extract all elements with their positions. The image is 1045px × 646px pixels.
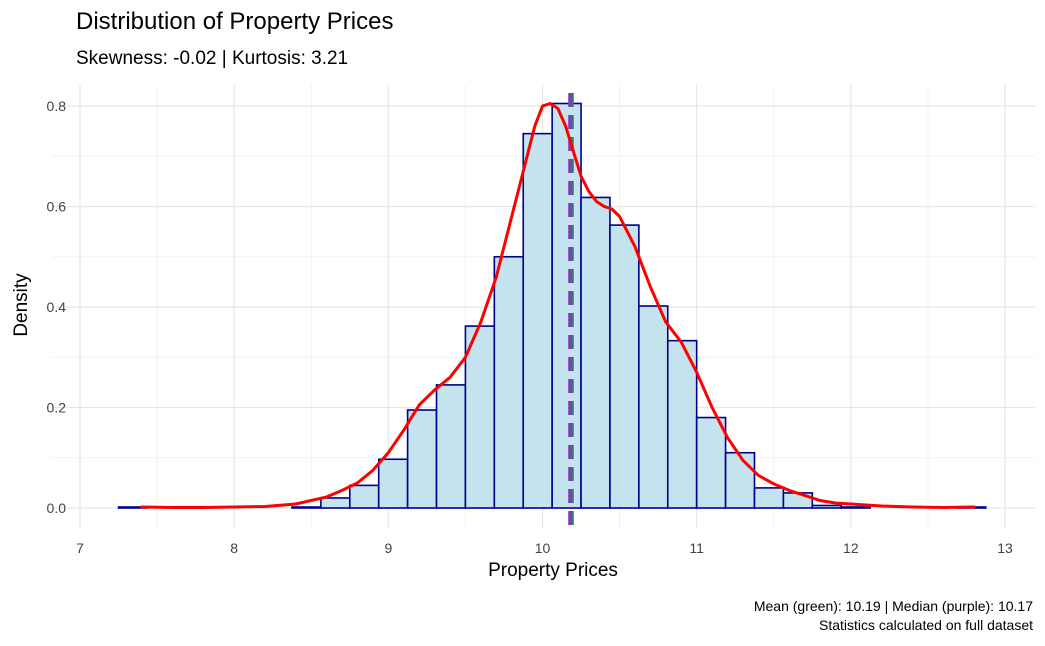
histogram-bar [493,255,525,509]
density-curve-layer [140,102,976,509]
histogram-bar [551,102,582,509]
histogram-bar [811,504,843,509]
chart-title: Distribution of Property Prices [76,8,394,35]
y-tick-label: 0.0 [47,500,67,516]
x-tick-label: 12 [843,540,859,556]
x-axis-label: Property Prices [488,560,618,581]
histogram-bar [464,325,496,509]
histogram-bar [348,484,380,509]
y-tick-label: 0.2 [47,400,67,416]
histogram-bar [638,305,669,509]
reference-lines [568,93,574,528]
histogram-bar [377,458,409,509]
histogram-bar [609,224,640,509]
x-tick-label: 7 [76,540,84,556]
histogram-bar [753,487,785,509]
axis-tick-labels: 7 8 9 10 11 12 13 0.0 0.2 0.4 0.6 0.8 [47,98,1013,556]
x-tick-label: 11 [689,540,704,556]
histogram-bar [580,196,611,509]
caption-line-stats: Mean (green): 10.19 | Median (purple): 1… [753,598,1033,614]
histogram-bar [724,451,756,509]
histogram-bar [695,416,727,509]
x-tick-label: 10 [535,540,551,556]
chart-caption: Mean (green): 10.19 | Median (purple): 1… [754,597,1033,635]
histogram-bar [666,339,698,509]
histogram-bar [435,384,467,509]
y-tick-label: 0.4 [47,299,67,315]
x-tick-label: 13 [997,540,1013,556]
x-tick-label: 8 [230,540,238,556]
caption-line-note: Statistics calculated on full dataset [818,617,1033,633]
histogram-bar [522,132,553,509]
histogram-bars [117,102,987,509]
histogram-bar [406,409,438,509]
histogram-bar [291,506,322,509]
histogram-bar [320,497,351,509]
y-tick-label: 0.8 [47,98,67,114]
density-curve [140,102,976,509]
histogram-bar [840,506,871,509]
x-tick-label: 9 [384,540,392,556]
chart-subtitle: Skewness: -0.02 | Kurtosis: 3.21 [76,48,349,69]
y-tick-label: 0.6 [47,199,67,215]
